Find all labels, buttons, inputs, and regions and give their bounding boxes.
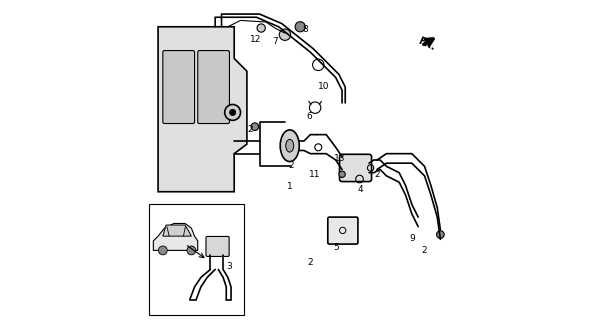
Text: FR.: FR. — [416, 36, 437, 52]
Circle shape — [187, 246, 196, 255]
FancyBboxPatch shape — [163, 51, 195, 124]
FancyBboxPatch shape — [328, 217, 358, 244]
Circle shape — [437, 231, 444, 238]
Text: 12: 12 — [250, 35, 261, 44]
Polygon shape — [163, 225, 192, 236]
Circle shape — [295, 22, 305, 32]
Text: 4: 4 — [358, 185, 363, 194]
Text: 10: 10 — [318, 82, 330, 91]
Text: 8: 8 — [303, 25, 308, 34]
Text: 2: 2 — [374, 170, 380, 179]
Ellipse shape — [280, 130, 299, 162]
Text: 11: 11 — [309, 170, 320, 179]
Text: 2: 2 — [422, 246, 427, 255]
FancyBboxPatch shape — [206, 236, 229, 256]
Circle shape — [279, 29, 291, 40]
Circle shape — [159, 246, 167, 255]
Text: 7: 7 — [272, 37, 278, 46]
Circle shape — [339, 171, 345, 178]
Text: 5: 5 — [333, 243, 339, 252]
Circle shape — [257, 24, 265, 32]
FancyBboxPatch shape — [339, 154, 371, 181]
Text: 2: 2 — [247, 125, 253, 134]
Polygon shape — [158, 27, 247, 192]
Text: 1: 1 — [287, 182, 292, 191]
Text: 3: 3 — [227, 262, 232, 271]
Text: 2: 2 — [289, 161, 294, 170]
Ellipse shape — [286, 140, 294, 152]
Text: 6: 6 — [307, 112, 313, 121]
Bar — [148, 204, 244, 316]
Circle shape — [225, 105, 241, 120]
Text: 13: 13 — [334, 154, 345, 163]
Circle shape — [229, 109, 236, 116]
Text: 9: 9 — [409, 234, 415, 243]
FancyBboxPatch shape — [198, 51, 229, 124]
Text: 2: 2 — [308, 258, 313, 267]
Polygon shape — [153, 223, 198, 251]
Circle shape — [251, 123, 258, 131]
